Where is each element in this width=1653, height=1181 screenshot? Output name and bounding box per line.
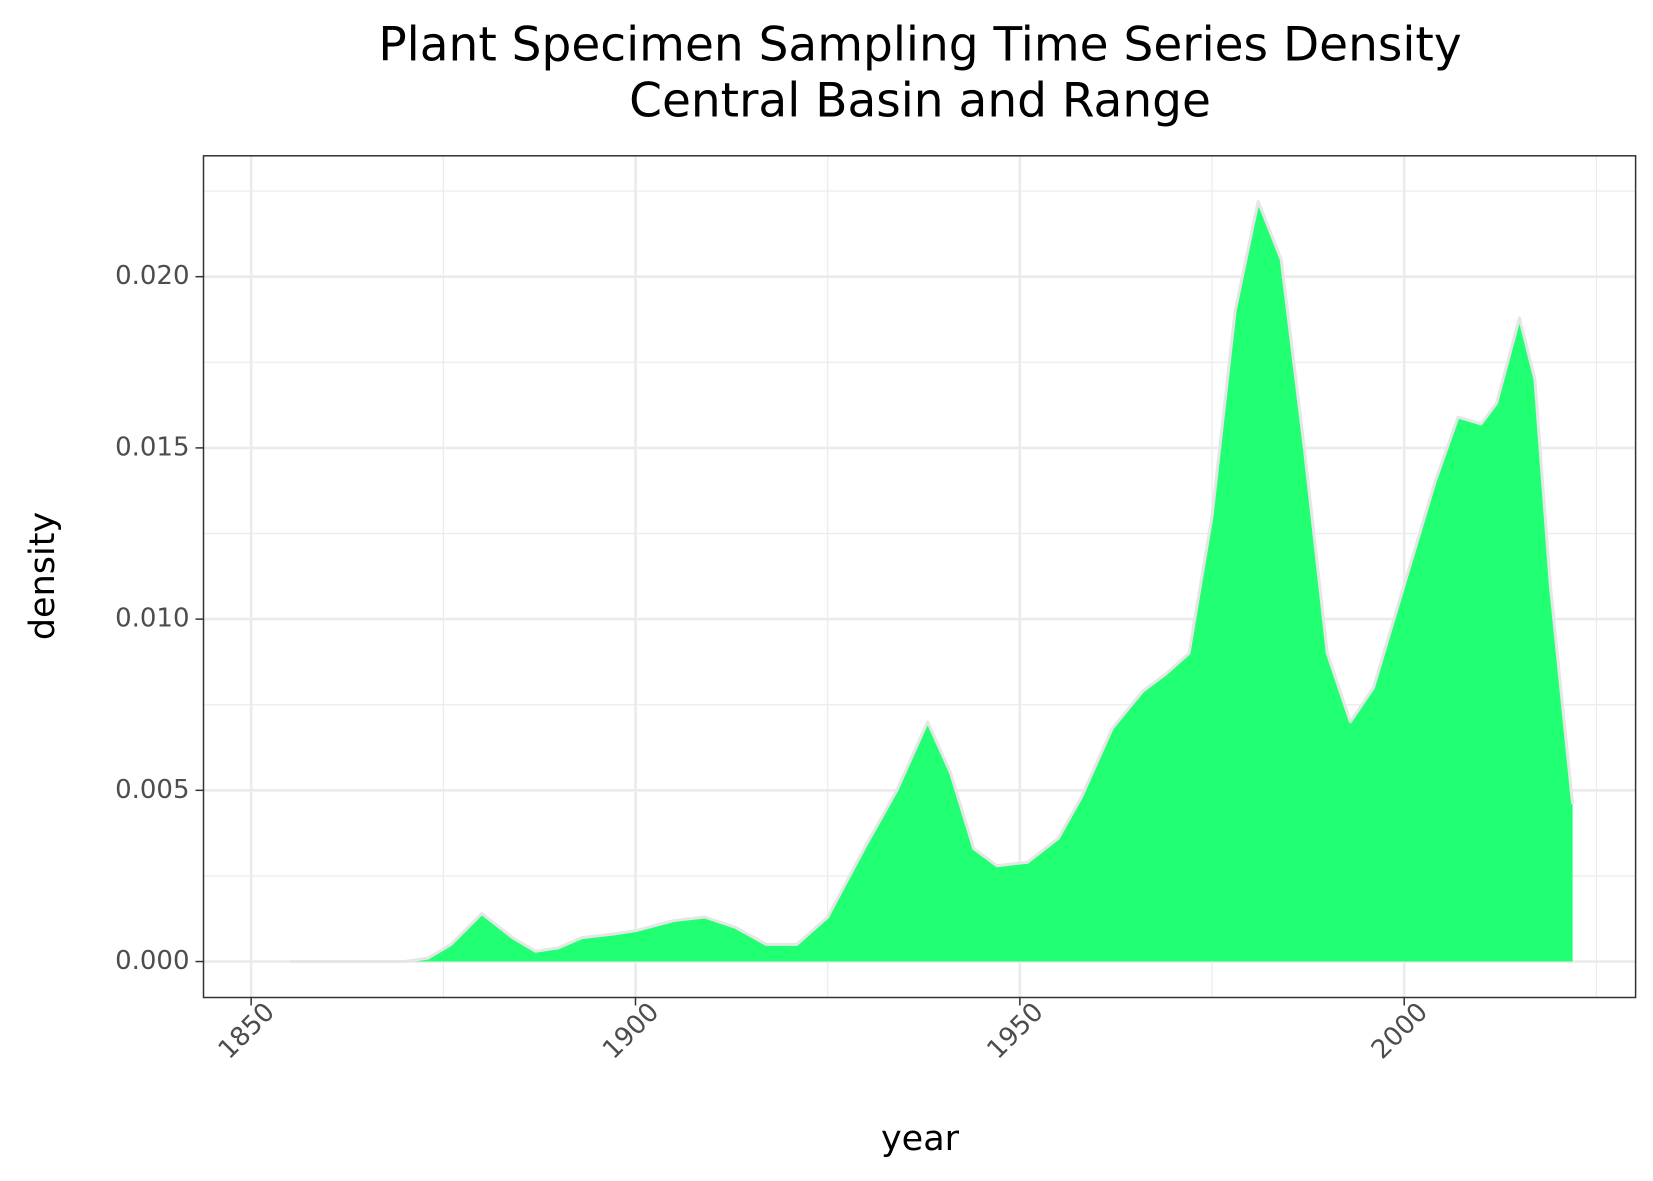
x-tick-label: 1900 xyxy=(597,997,665,1065)
y-tick-label: 0.000 xyxy=(115,946,189,976)
chart-title: Plant Specimen Sampling Time Series Dens… xyxy=(378,18,1461,73)
x-tick-label: 1950 xyxy=(982,997,1050,1065)
plot-border xyxy=(202,155,1637,999)
y-axis-label: density xyxy=(23,512,63,640)
chart-subtitle: Central Basin and Range xyxy=(629,74,1211,129)
x-axis-label: year xyxy=(881,1119,960,1159)
y-tick-label: 0.020 xyxy=(115,261,189,291)
density-outline xyxy=(289,199,1575,963)
density-area xyxy=(289,201,1573,962)
y-tick-label: 0.010 xyxy=(115,604,189,634)
y-tick-label: 0.005 xyxy=(115,775,189,805)
x-tick-label: 2000 xyxy=(1366,997,1434,1065)
y-tick-label: 0.015 xyxy=(115,432,189,462)
x-tick-label: 1850 xyxy=(213,997,281,1065)
